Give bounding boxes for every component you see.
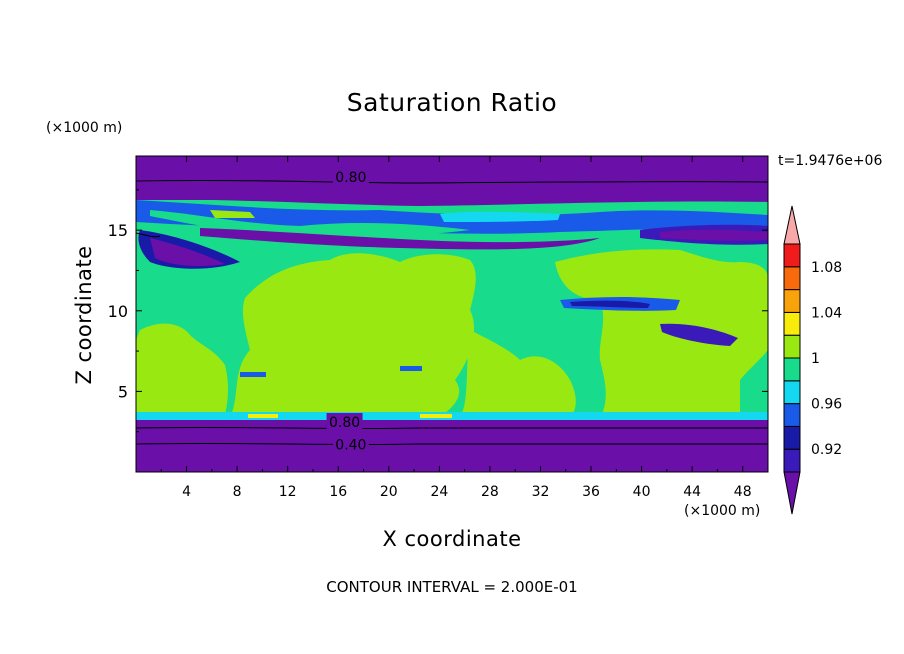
x-tick-label: 32: [532, 484, 550, 500]
contour-line-080: [135, 426, 769, 430]
y-axis-unit: (×1000 m): [46, 120, 123, 136]
x-axis-label: X coordinate: [382, 527, 522, 551]
right-dry-core: [660, 229, 768, 241]
plot-frame: [135, 155, 769, 473]
x-tick-label: 28: [481, 484, 499, 500]
contour-label-bg: [326, 413, 363, 430]
upper-lime-patch: [210, 210, 255, 218]
contour-labels: 0.80 0.80 0.40: [326, 167, 369, 454]
x-tick-label: 44: [683, 484, 701, 500]
chart-title: Saturation Ratio: [346, 88, 558, 117]
lower-dry-band: [136, 420, 768, 472]
contour-interval-footer: CONTOUR INTERVAL = 2.000E-01: [326, 578, 578, 596]
y-tick-label: 10: [108, 302, 128, 321]
upper-green-streak: [150, 210, 470, 239]
contour-line-top: [135, 179, 769, 184]
contour-label: 0.40: [335, 438, 366, 454]
x-tick-label: 48: [734, 484, 752, 500]
contour-line-040: [135, 442, 769, 446]
colorbar-box: [783, 311, 801, 336]
warm-speck-1: [248, 414, 278, 418]
contour-label: 0.80: [335, 170, 366, 186]
field-layer: [136, 156, 768, 472]
colorbar-box: [783, 334, 801, 359]
colorbar-under-triangle: [783, 471, 801, 515]
contour-label-bg: [332, 167, 369, 184]
x-tick-label: 12: [279, 484, 297, 500]
colorbar-box: [783, 425, 801, 450]
left-dry-core: [150, 238, 225, 266]
colorbar-box: [783, 448, 801, 473]
colorbar-box: [783, 289, 801, 313]
y-axis: 5 10 15: [108, 189, 768, 433]
x-tick-label: 8: [233, 484, 242, 500]
upper-cyan-patch: [440, 211, 560, 222]
right-blue-core: [570, 300, 650, 308]
lower-moist-region: [460, 330, 576, 418]
colorbar-tick-label: 1.08: [811, 260, 842, 276]
x-tick-label: 24: [430, 484, 448, 500]
colorbar-over-triangle: [783, 205, 801, 245]
colorbar-box: [783, 403, 801, 427]
warm-speck-2: [420, 414, 452, 418]
x-axis: 4 8 12 16 20 24 28 32 36 40 44 48: [160, 156, 752, 500]
x-tick-label: 40: [633, 484, 651, 500]
x-tick-label: 20: [380, 484, 398, 500]
central-moist-region: [230, 253, 476, 418]
upper-dry-band: [136, 156, 768, 200]
colorbar-box: [783, 357, 801, 382]
time-label: t=1.9476e+06: [778, 153, 883, 169]
speck-1: [240, 372, 266, 377]
contour-line-left: [135, 232, 161, 238]
speck-2: [400, 366, 422, 371]
x-tick-label: 36: [582, 484, 600, 500]
right-lower-pocket: [660, 323, 738, 346]
upper-band-edge: [136, 196, 768, 206]
colorbar: 0.92 0.96 1 1.04 1.08: [783, 205, 842, 515]
colorbar-tick-label: 1: [811, 351, 820, 367]
colorbar-tick-label: 1.04: [811, 305, 842, 321]
contour-lines: [135, 179, 769, 446]
left-moist-region: [136, 323, 228, 418]
colorbar-tick-label: 0.92: [811, 442, 842, 458]
x-tick-label: 16: [329, 484, 347, 500]
contour-label-bg: [332, 435, 369, 452]
y-tick-label: 15: [108, 221, 128, 240]
x-tick-label: 4: [182, 484, 191, 500]
contour-label: 0.80: [329, 415, 360, 431]
y-tick-label: 5: [118, 382, 128, 401]
colorbar-box: [783, 243, 801, 268]
mid-dry-streak: [200, 228, 600, 250]
x-axis-unit: (×1000 m): [684, 503, 761, 519]
colorbar-box: [783, 266, 801, 291]
colorbar-box: [783, 380, 801, 405]
colorbar-tick-label: 0.96: [811, 397, 842, 413]
right-moist-region: [555, 249, 768, 418]
